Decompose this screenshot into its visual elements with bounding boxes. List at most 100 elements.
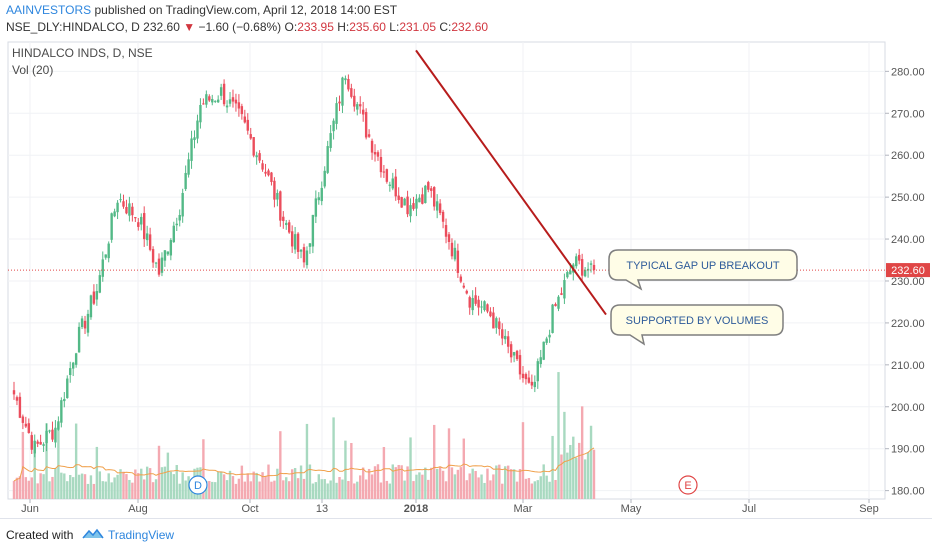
tradingview-brand-link[interactable]: TradingView xyxy=(108,528,175,542)
volume-bar xyxy=(42,474,45,499)
volume-bar xyxy=(261,472,264,499)
candle-body xyxy=(459,276,463,282)
candle-body xyxy=(77,326,81,353)
candle-body xyxy=(190,138,193,161)
candle-body xyxy=(302,247,306,263)
volume-bar xyxy=(477,477,480,499)
price-tick-label: 280.00 xyxy=(891,66,925,78)
candle-body xyxy=(222,83,226,105)
candle-body xyxy=(110,213,113,240)
candle-body xyxy=(575,256,578,267)
volume-bar xyxy=(415,474,418,499)
volume-bar xyxy=(216,471,220,499)
volume-bar xyxy=(569,444,572,499)
volume-bar xyxy=(453,474,457,499)
volume-bar xyxy=(137,473,140,499)
candle-body xyxy=(264,171,267,174)
candle-body xyxy=(530,381,534,386)
candle-body xyxy=(560,293,563,295)
earnings-event-marker[interactable]: E xyxy=(678,475,698,495)
volume-bar xyxy=(572,436,575,499)
volume-bar xyxy=(157,445,161,499)
candle-body xyxy=(379,156,383,173)
volume-bar xyxy=(385,480,389,499)
volume-bar xyxy=(181,472,184,499)
volume-bar xyxy=(412,481,415,499)
candle-body xyxy=(400,197,403,208)
volume-bar xyxy=(178,483,181,499)
chart-area[interactable]: 180.00 190.00 200.00 210.00 220.00 230.00 240.… xyxy=(0,38,932,515)
volume-bar xyxy=(208,481,211,499)
volume-bar xyxy=(273,480,276,499)
candle-body xyxy=(367,134,371,137)
candle-body xyxy=(279,191,282,221)
callout-gap-up-breakout[interactable]: TYPICAL GAP UP BREAKOUT xyxy=(608,249,798,291)
volume-bar xyxy=(509,469,513,499)
candle-body xyxy=(261,163,264,170)
created-with-label: Created with xyxy=(6,528,74,542)
candle-body xyxy=(480,306,483,308)
candle-body xyxy=(424,185,427,204)
time-tick-label: Mar xyxy=(514,503,533,515)
candle-body xyxy=(196,120,199,139)
volume-bar xyxy=(45,423,48,499)
author-link[interactable]: AAINVESTORS xyxy=(6,3,92,17)
price-chart[interactable]: 180.00 190.00 200.00 210.00 220.00 230.00 240.… xyxy=(0,38,932,515)
volume-bar xyxy=(169,471,173,499)
volume-bar xyxy=(122,471,125,499)
candle-body xyxy=(160,257,164,273)
volume-bar xyxy=(249,481,252,499)
candle-body xyxy=(388,184,392,186)
candle-body xyxy=(356,104,359,110)
volume-bar xyxy=(447,428,451,499)
volume-bar xyxy=(580,406,584,499)
candle-body xyxy=(187,159,190,175)
volume-bar xyxy=(575,457,578,499)
candle-body xyxy=(583,269,587,277)
volume-bar xyxy=(74,423,78,499)
price-tick-label: 200.00 xyxy=(891,402,925,414)
candle-body xyxy=(255,155,258,158)
candle-body xyxy=(471,298,474,311)
candle-body xyxy=(30,435,33,450)
time-axis[interactable]: Jun Aug Oct 13 2018 Mar May Jul Sep xyxy=(21,499,879,515)
candle-body xyxy=(240,106,244,115)
dividend-event-marker[interactable]: D xyxy=(188,475,208,495)
candle-body xyxy=(557,296,560,309)
candle-body xyxy=(545,338,548,343)
tradingview-logo-icon[interactable] xyxy=(82,526,104,542)
candle-body xyxy=(57,421,60,430)
volume-bar xyxy=(589,425,593,499)
candle-body xyxy=(86,313,90,333)
candle-body xyxy=(554,304,557,307)
price-axis[interactable]: 180.00 190.00 200.00 210.00 220.00 230.00 240.… xyxy=(885,66,925,498)
volume-bar xyxy=(290,469,294,499)
volume-bar xyxy=(462,438,465,499)
volume-bar xyxy=(338,477,341,499)
candle-body xyxy=(208,96,211,101)
candle-body xyxy=(45,430,48,444)
volume-bar xyxy=(329,480,332,499)
candle-body xyxy=(36,441,39,444)
volume-bar xyxy=(225,480,229,499)
candle-body xyxy=(27,423,30,433)
candle-body xyxy=(427,182,430,190)
volume-bar xyxy=(332,417,335,499)
volume-bar xyxy=(240,465,244,499)
volume-bar xyxy=(296,478,300,499)
candle-body xyxy=(211,98,214,103)
volume-bar xyxy=(533,481,537,499)
volume-bar xyxy=(566,452,569,499)
candle-body xyxy=(234,99,238,104)
candle-body xyxy=(205,94,208,105)
volume-bar xyxy=(409,437,412,499)
volume-bar xyxy=(77,474,81,499)
candle-body xyxy=(134,217,137,219)
callout-supported-by-volumes[interactable]: SUPPORTED BY VOLUMES xyxy=(610,304,784,346)
trendline[interactable] xyxy=(415,49,607,316)
candle-body xyxy=(249,134,252,139)
volume-bar xyxy=(367,468,371,499)
candle-body xyxy=(527,377,531,383)
volume-bar xyxy=(51,476,54,499)
candle-body xyxy=(566,272,569,278)
